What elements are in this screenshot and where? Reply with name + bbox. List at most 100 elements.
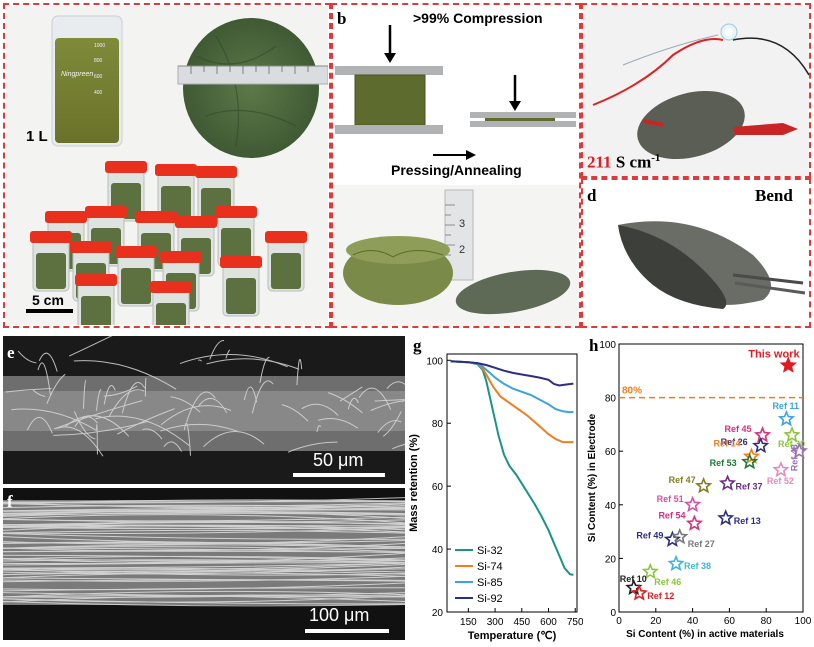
data-point-label: This work <box>748 348 800 360</box>
conductivity-label: 211 S cm-1 <box>587 152 660 173</box>
legend-label: Si-92 <box>477 593 503 605</box>
data-point-label: Ref 54 <box>658 511 685 521</box>
data-point-star <box>790 442 809 459</box>
plot-frame <box>446 353 578 613</box>
data-point-star <box>772 460 790 478</box>
fiber <box>3 501 405 509</box>
x-tick-label: 750 <box>567 617 583 628</box>
fiber <box>73 360 177 390</box>
fiber <box>163 441 183 452</box>
data-point-star <box>667 554 685 572</box>
bend-label: Bend <box>755 186 793 205</box>
plot-frame <box>618 343 804 613</box>
y-tick-label: 40 <box>605 501 617 512</box>
fiber <box>3 595 405 603</box>
data-point-label: Ref 14 <box>713 439 740 449</box>
fiber <box>68 336 113 357</box>
data-point-label: Ref 10 <box>620 574 647 584</box>
fiber-strands <box>5 336 405 457</box>
data-point-label: Ref 49 <box>636 531 663 541</box>
fiber <box>251 380 274 414</box>
x-tick-label: 20 <box>650 616 662 627</box>
fiber <box>144 377 147 397</box>
fiber <box>3 594 405 603</box>
data-point-label: Ref 37 <box>736 481 763 491</box>
fiber <box>386 381 405 389</box>
data-point-star <box>751 436 770 454</box>
fiber <box>3 557 405 562</box>
data-point-star <box>779 356 797 373</box>
x-tick-label: 100 <box>795 616 812 627</box>
panel-c-photo <box>583 5 809 176</box>
fiber <box>3 516 405 522</box>
data-point-label: Ref 48 <box>789 444 799 471</box>
jar-collection <box>30 161 307 325</box>
fiber <box>377 420 402 433</box>
y-tick-label: 80 <box>432 419 444 430</box>
jar-lid <box>30 231 72 243</box>
jar-lid <box>85 206 127 218</box>
fiber <box>3 505 405 512</box>
jar-lid <box>215 206 257 218</box>
fiber <box>3 497 405 504</box>
press-arrow-head <box>384 53 396 63</box>
conductivity-unit: S cm <box>615 152 652 172</box>
press-plate-top <box>335 66 443 75</box>
data-point-star <box>663 530 681 547</box>
fiber <box>3 598 405 605</box>
x-axis-label: Temperature (℃) <box>468 630 557 642</box>
data-point-star <box>683 495 702 513</box>
x-tick-label: 300 <box>487 617 504 628</box>
fiber <box>296 358 303 386</box>
fiber <box>225 349 231 359</box>
data-point-star <box>777 409 796 427</box>
panel-d-photo <box>618 221 806 309</box>
jar-lid <box>160 251 202 263</box>
panel-b-label: b <box>337 9 347 28</box>
process-arrow-head <box>466 150 476 160</box>
fiber <box>209 340 225 360</box>
beaker-mark: 600 <box>94 74 103 80</box>
data-point-label: Ref 52 <box>767 476 794 486</box>
scale-label-a: 5 cm <box>32 292 64 308</box>
chart-g: 150 300 450 600 750 20 40 60 80 100 Temperature (℃… <box>408 353 583 642</box>
fiber <box>142 428 163 440</box>
fiber <box>3 505 405 512</box>
fiber <box>392 443 405 450</box>
data-point-label: Ref 51 <box>657 494 684 504</box>
fiber <box>382 411 402 437</box>
jar-lid <box>195 166 237 178</box>
series-line <box>450 360 574 387</box>
fiber <box>3 595 405 603</box>
data-point-star <box>741 452 759 470</box>
fiber <box>3 566 405 575</box>
data-point-star <box>783 425 801 443</box>
panel-f-label: f <box>7 492 13 511</box>
fiber <box>3 554 405 562</box>
data-point-star <box>641 562 659 580</box>
panel-a-frame <box>3 3 331 328</box>
panel-d-label: d <box>587 186 597 205</box>
data-point-label: Ref 30 <box>778 439 805 449</box>
fiber <box>56 426 104 457</box>
y-tick-label: 60 <box>432 482 444 493</box>
fiber <box>160 405 232 425</box>
fiber <box>3 562 405 569</box>
fiber <box>37 362 51 396</box>
jar-lid <box>265 231 307 243</box>
compressed-film <box>485 118 555 121</box>
foam-disc <box>177 18 328 158</box>
data-point-star <box>685 514 704 531</box>
jar-lid <box>150 281 192 293</box>
tweezers <box>732 273 804 285</box>
fiber <box>3 555 405 561</box>
fiber <box>3 567 405 573</box>
beaker: 1000 800 600 400 Ningpreen <box>51 15 123 147</box>
data-point-label: Ref 11 <box>772 401 799 411</box>
beaker-mark: 1000 <box>94 43 105 49</box>
jar-lid <box>75 274 117 286</box>
fiber <box>3 525 405 533</box>
data-point-label: Ref 53 <box>710 458 737 468</box>
legend-label: Si-74 <box>477 561 503 573</box>
